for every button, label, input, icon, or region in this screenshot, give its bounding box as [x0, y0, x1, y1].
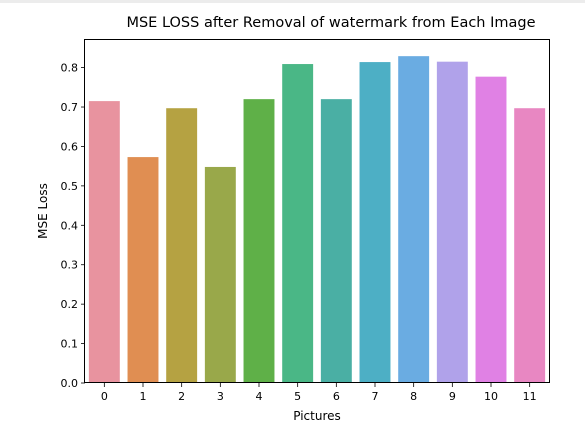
bar-10 — [475, 76, 507, 384]
y-tick-label-0.5: 0.5 — [61, 180, 79, 193]
y-tick-label-0.1: 0.1 — [61, 338, 79, 351]
x-axis-label: Pictures — [293, 409, 341, 423]
bar-0 — [88, 101, 120, 384]
x-axis-ticks: 0 1 2 3 4 5 6 7 8 9 10 11 — [101, 383, 537, 403]
y-tick-label-0.3: 0.3 — [61, 259, 79, 272]
y-tick-label-0.0: 0.0 — [61, 377, 79, 390]
bar-9 — [436, 61, 468, 384]
x-tick-label-7: 7 — [372, 390, 379, 403]
x-tick-label-5: 5 — [294, 390, 301, 403]
x-tick-label-11: 11 — [523, 390, 537, 403]
bar-2 — [166, 108, 198, 384]
y-tick-label-0.2: 0.2 — [61, 298, 79, 311]
top-strip — [0, 0, 585, 3]
bar-6 — [320, 99, 352, 383]
x-tick-label-2: 2 — [178, 390, 185, 403]
x-tick-label-1: 1 — [140, 390, 147, 403]
bar-8 — [398, 56, 430, 383]
x-tick-label-0: 0 — [101, 390, 108, 403]
y-axis-ticks: 0.0 0.1 0.2 0.3 0.4 0.5 0.6 0.7 0.8 — [61, 62, 85, 390]
y-tick-label-0.6: 0.6 — [61, 140, 79, 153]
x-tick-label-6: 6 — [333, 390, 340, 403]
bar-1 — [127, 157, 159, 383]
bar-7 — [359, 62, 391, 383]
bar-11 — [514, 108, 546, 384]
y-tick-label-0.7: 0.7 — [61, 101, 79, 114]
plot-frame — [84, 39, 550, 383]
bars-group — [88, 56, 546, 384]
x-tick-label-3: 3 — [217, 390, 224, 403]
x-tick-label-4: 4 — [256, 390, 263, 403]
bar-4 — [243, 99, 275, 383]
bar-5 — [282, 64, 314, 384]
y-tick-label-0.4: 0.4 — [61, 219, 79, 232]
x-tick-label-8: 8 — [410, 390, 417, 403]
y-tick-label-0.8: 0.8 — [61, 62, 79, 75]
y-axis-label: MSE Loss — [36, 183, 50, 239]
x-tick-label-10: 10 — [484, 390, 498, 403]
bar-3 — [204, 166, 236, 383]
chart-title: MSE LOSS after Removal of watermark from… — [126, 15, 535, 31]
x-tick-label-9: 9 — [449, 390, 456, 403]
